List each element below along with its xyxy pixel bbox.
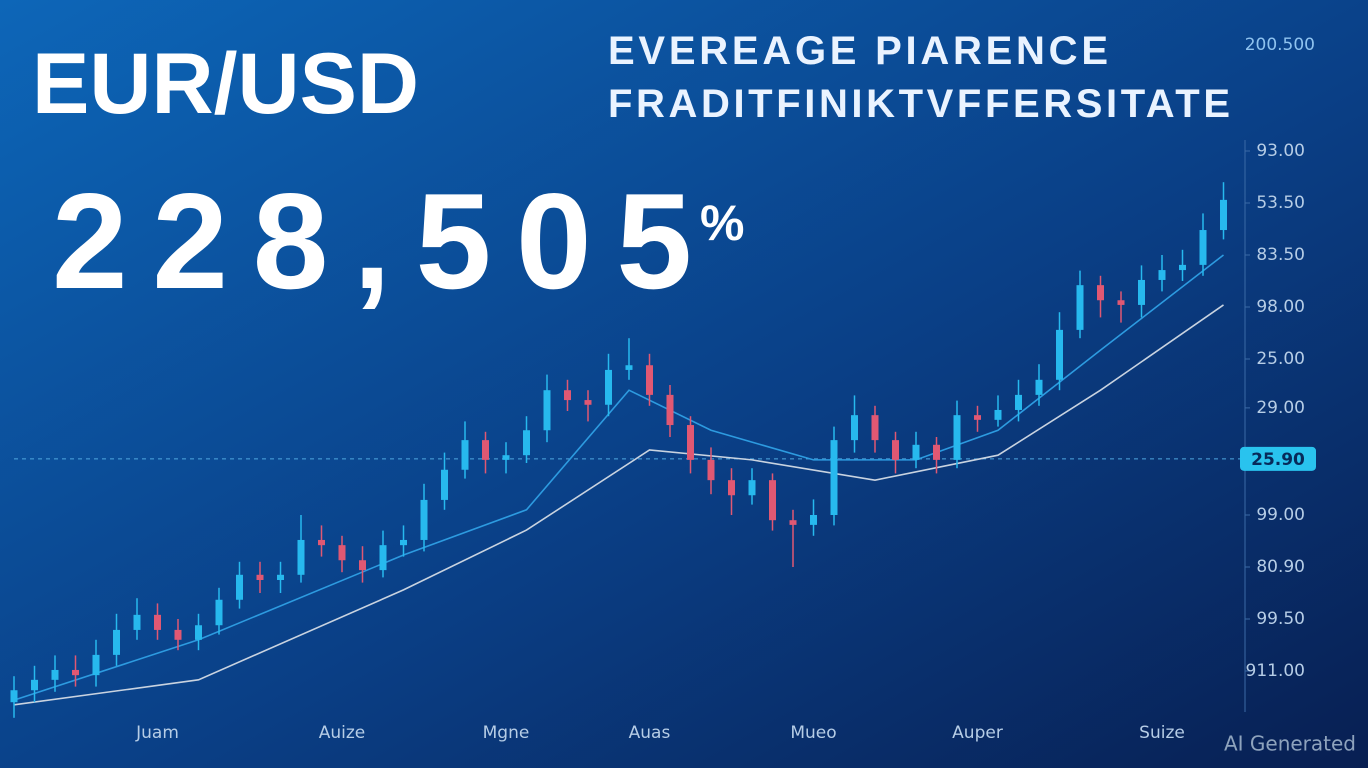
chart-title: EUR/USD — [32, 36, 419, 132]
watermark: AI Generated — [1224, 732, 1356, 756]
candle-body — [1056, 329, 1063, 380]
candle-body — [133, 614, 141, 630]
x-tick-label: Mgne — [483, 723, 530, 743]
candle-body — [974, 415, 981, 420]
candle-body — [297, 539, 305, 575]
y-tick-label: 29.00 — [1256, 398, 1305, 418]
x-tick-label: Mueo — [790, 723, 836, 743]
candle-body — [461, 440, 469, 470]
candle-body — [113, 629, 120, 655]
candle-body — [195, 625, 202, 640]
corner-label: 200.500 — [1245, 35, 1315, 55]
candle-body — [564, 390, 571, 401]
candle-body — [256, 574, 264, 580]
x-tick-label: Suize — [1139, 723, 1185, 743]
candle-body — [1035, 379, 1043, 395]
candle-body — [1076, 285, 1084, 330]
candle-body — [953, 415, 961, 460]
x-tick-label: Auize — [319, 723, 366, 743]
candle-body — [482, 440, 489, 460]
candle-body — [318, 539, 325, 546]
candle-body — [338, 545, 346, 561]
candle-body — [400, 539, 407, 546]
x-tick-label: Juam — [135, 723, 179, 743]
y-tick-label: 911.00 — [1246, 661, 1305, 681]
candle-body — [687, 425, 694, 460]
moving-average — [13, 254, 1224, 701]
candle-body — [441, 469, 448, 500]
candle-body — [215, 599, 223, 626]
candle-body — [871, 415, 879, 441]
current-price-label: 25.90 — [1251, 450, 1305, 470]
y-tick-label: 80.90 — [1256, 557, 1305, 577]
candle-body — [728, 480, 735, 496]
candle-body — [1015, 394, 1022, 410]
candle-body — [523, 430, 530, 456]
candle-body — [1158, 270, 1166, 280]
candle-body — [994, 409, 1002, 420]
y-tick-label: 25.00 — [1256, 349, 1305, 369]
candle-body — [543, 390, 551, 431]
y-tick-label: 83.50 — [1256, 245, 1305, 265]
candle-body — [1179, 264, 1186, 271]
candle-body — [1199, 230, 1207, 265]
candle-body — [646, 365, 653, 395]
y-tick-label: 98.00 — [1256, 297, 1305, 317]
candle-body — [51, 669, 59, 680]
candle-body — [707, 459, 715, 481]
candle-body — [31, 679, 38, 691]
candle-body — [666, 394, 674, 426]
candle-body — [10, 690, 18, 703]
y-tick-label: 99.00 — [1256, 505, 1305, 525]
candle-body — [72, 669, 79, 676]
candle-body — [789, 520, 797, 525]
candle-body — [1117, 300, 1125, 305]
subtitle: FRADITFINIKTVFFERSITATE — [608, 82, 1230, 126]
candle-body — [174, 629, 182, 640]
candle-body — [810, 515, 817, 525]
candle-body — [236, 574, 243, 600]
headline: 228,505 — [52, 165, 692, 317]
candle-body — [92, 654, 100, 676]
headline-unit: % — [700, 195, 744, 251]
candle-body — [359, 560, 366, 571]
y-tick-label: 99.50 — [1256, 609, 1305, 629]
candle-body — [1220, 199, 1227, 231]
candle-body — [933, 444, 940, 460]
candle-body — [379, 545, 387, 571]
moving-average — [13, 304, 1224, 706]
x-tick-label: Auas — [629, 723, 671, 743]
y-tick-label: 93.00 — [1256, 141, 1305, 161]
candle-body — [748, 480, 756, 496]
candle-body — [769, 480, 776, 521]
candle-body — [892, 440, 899, 460]
candle-body — [502, 455, 510, 460]
candle-body — [1138, 279, 1145, 305]
candle-body — [420, 499, 428, 540]
candle-body — [851, 415, 858, 441]
candle-body — [584, 400, 592, 405]
candle-body — [1097, 285, 1104, 301]
current-price-badge — [1240, 446, 1316, 471]
x-tick-label: Auper — [952, 723, 1003, 743]
candle-body — [154, 614, 161, 630]
candle-body — [277, 574, 284, 580]
candle-body — [912, 444, 920, 460]
candle-body — [830, 440, 838, 515]
y-tick-label: 53.50 — [1256, 193, 1305, 213]
candle-body — [625, 365, 633, 370]
candle-body — [605, 369, 612, 405]
